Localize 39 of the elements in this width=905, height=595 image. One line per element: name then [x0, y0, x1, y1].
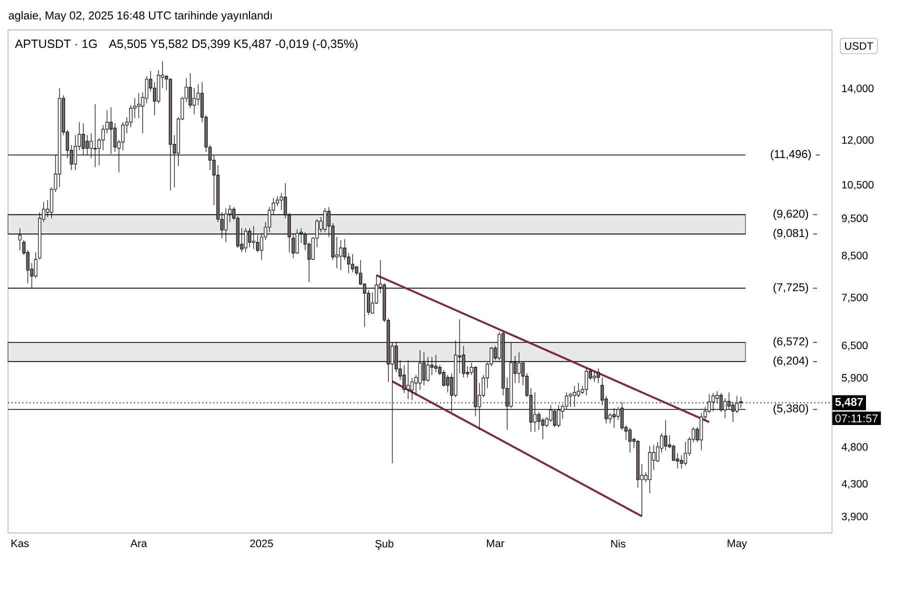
candlestick: [576, 382, 580, 398]
text: APTUSDT · 1G: [14, 40, 97, 48]
y-tick-label: 14,000: [842, 84, 874, 94]
y-tick-label: 7,500: [842, 294, 868, 303]
y-axis-title: USDT: [845, 42, 874, 50]
candlestick: [137, 92, 140, 119]
ref-line-label: (7,725): [774, 282, 808, 294]
candlestick: [113, 122, 117, 152]
x-tick-label: Kas: [12, 540, 29, 548]
candlestick: [156, 70, 160, 104]
y-tick-label: 4,300: [842, 480, 868, 489]
y-tick-label: 3,900: [842, 512, 868, 522]
x-tick-label: Mar: [486, 540, 504, 548]
candlestick: [672, 444, 676, 461]
candlestick: [680, 455, 684, 469]
y-tick-label: 10,500: [842, 180, 874, 190]
y-tick-label: 8,500: [842, 252, 868, 261]
x-tick-label: 2025: [250, 540, 273, 548]
y-tick-label: 9,500: [842, 214, 868, 224]
x-tick-label: Nis: [611, 540, 626, 548]
text: A5,505 Y5,582 D5,399 K5,487 -0,019 (-0,35%): [108, 39, 358, 50]
y-tick-label: 6,500: [842, 342, 868, 350]
ref-line-label: (6,572): [774, 337, 808, 348]
x-tick-label: Şub: [375, 540, 394, 550]
text: aglaie, May 02, 2025 16:48 UTC tarihinde yayınlandı: [8, 11, 272, 22]
x-tick-label: Ara: [130, 540, 148, 548]
ref-line-label: 5,487: [835, 398, 863, 408]
ref-line-label: (5,380): [774, 404, 808, 415]
candlestick: [684, 442, 688, 466]
ref-line-label: (11,496): [770, 150, 811, 160]
ref-line-label: (6,204): [774, 356, 808, 367]
text: 07:11:57: [835, 414, 878, 422]
y-tick-label: 12,000: [842, 136, 874, 146]
x-tick-label: May: [728, 540, 747, 550]
ref-line-label: (9,620): [774, 209, 808, 220]
y-tick-label: 4,800: [842, 443, 868, 452]
ref-line-label: (9,081): [774, 228, 808, 240]
y-tick-label: 5,900: [842, 374, 868, 383]
candlestick: [628, 428, 632, 453]
